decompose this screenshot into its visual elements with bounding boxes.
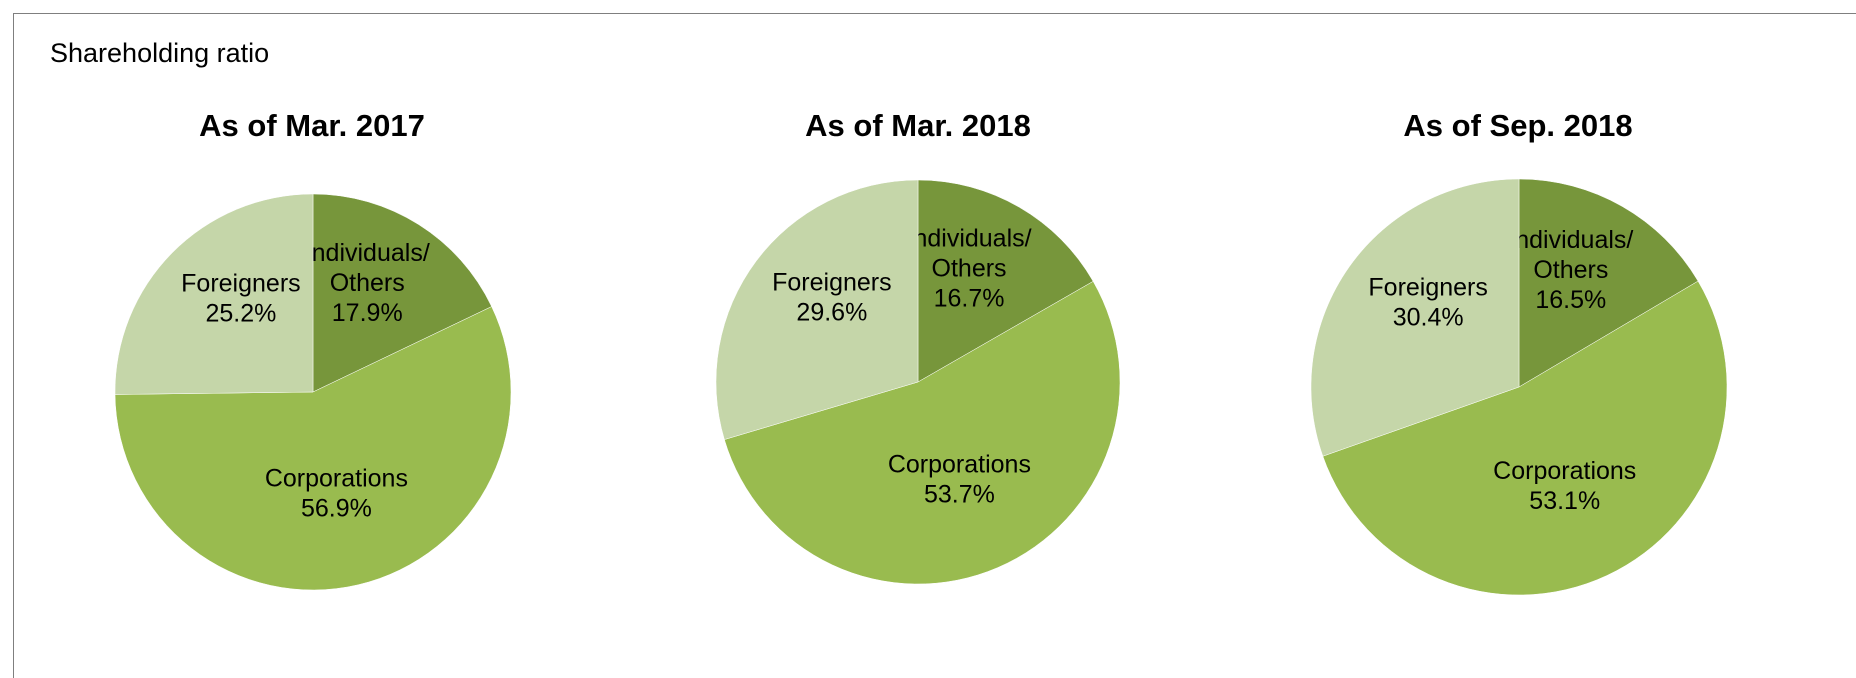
pie-1-slice-1-category-label: Others [330,269,405,297]
pie-2-slice-1-category-label: Others [932,255,1007,283]
pie-2-slice-1 [917,179,1094,383]
pie-1-slice-1-category-label: Individuals/ [305,239,430,267]
pie-1-slice-3 [114,193,314,395]
pie-3-slice-1 [1518,178,1699,388]
pie-2-slice-3 [715,179,919,440]
pie-3-slice-3 [1310,178,1520,457]
pie-2-slice-3-category-label: Foreigners [772,269,892,297]
chart-title-2: As of Mar. 2018 [805,108,1031,143]
chart-title-3: As of Sep. 2018 [1403,108,1633,143]
pie-2-slice-2-value-label: 53.7% [924,481,995,509]
pie-1-slice-1 [312,193,492,393]
pie-1-slice-2-category-label: Corporations [265,464,408,492]
pie-2-slice-2-category-label: Corporations [888,451,1031,479]
pie-3-slice-2 [1322,280,1728,596]
pie-1-slice-3-value-label: 25.2% [205,300,276,328]
chart-title-1: As of Mar. 2017 [199,108,425,143]
pie-3-slice-1-category-label: Others [1533,256,1608,284]
pie-1-slice-2-value-label: 56.9% [301,494,372,522]
pie-3-slice-3-category-label: Foreigners [1368,273,1488,301]
page-title: Shareholding ratio [50,38,270,68]
pie-2-slice-1-value-label: 16.7% [934,285,1005,313]
pie-1-slice-2 [114,306,512,591]
pie-3-slice-1-value-label: 16.5% [1535,286,1606,314]
pie-2-slice-2 [724,281,1121,585]
pie-3-slice-2-value-label: 53.1% [1529,487,1600,515]
pie-2-slice-1-category-label: Individuals/ [907,225,1032,253]
pie-2-slice-3-value-label: 29.6% [796,299,867,327]
pie-1-slice-1-value-label: 17.9% [332,299,403,327]
pie-3-slice-3-value-label: 30.4% [1393,303,1464,331]
pie-1-slice-3-category-label: Foreigners [181,270,301,298]
pie-3-slice-2-category-label: Corporations [1493,457,1636,485]
pie-3-slice-1-category-label: Individuals/ [1508,226,1633,254]
